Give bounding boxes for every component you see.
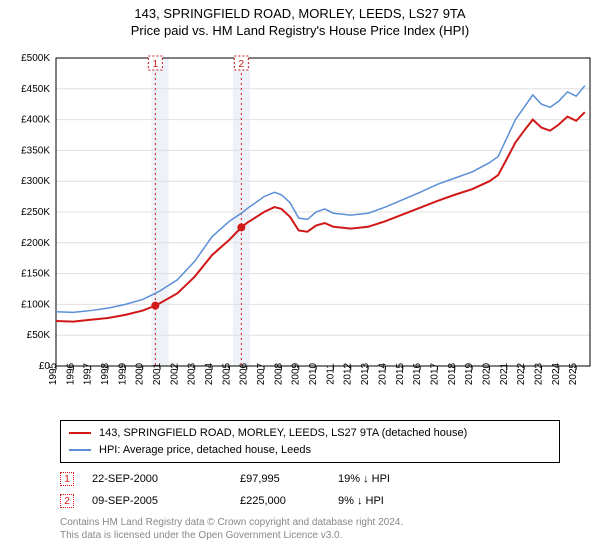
svg-text:£400K: £400K	[21, 115, 50, 126]
transaction-date: 22-SEP-2000	[92, 473, 222, 485]
legend-label: 143, SPRINGFIELD ROAD, MORLEY, LEEDS, LS…	[99, 425, 467, 442]
svg-text:2: 2	[239, 59, 245, 70]
svg-text:£50K: £50K	[27, 330, 51, 341]
attribution-footer: Contains HM Land Registry data © Crown c…	[60, 516, 403, 542]
svg-text:£500K: £500K	[21, 53, 50, 64]
transaction-marker-icon: 2	[60, 494, 74, 508]
svg-text:£250K: £250K	[21, 207, 50, 218]
legend-row: 143, SPRINGFIELD ROAD, MORLEY, LEEDS, LS…	[69, 425, 551, 442]
legend-swatch	[69, 432, 91, 434]
legend-row: HPI: Average price, detached house, Leed…	[69, 442, 551, 459]
legend-swatch	[69, 449, 91, 451]
svg-text:£300K: £300K	[21, 176, 50, 187]
transaction-price: £225,000	[240, 495, 320, 507]
legend-label: HPI: Average price, detached house, Leed…	[99, 442, 311, 459]
transaction-row: 1 22-SEP-2000 £97,995 19% ↓ HPI	[60, 468, 458, 490]
chart-legend: 143, SPRINGFIELD ROAD, MORLEY, LEEDS, LS…	[60, 420, 560, 463]
svg-text:£350K: £350K	[21, 145, 50, 156]
svg-text:£100K: £100K	[21, 299, 50, 310]
transaction-date: 09-SEP-2005	[92, 495, 222, 507]
transaction-price: £97,995	[240, 473, 320, 485]
transaction-row: 2 09-SEP-2005 £225,000 9% ↓ HPI	[60, 490, 458, 512]
title-subtitle: Price paid vs. HM Land Registry's House …	[0, 23, 600, 40]
transaction-marker-icon: 1	[60, 472, 74, 486]
footer-line-2: This data is licensed under the Open Gov…	[60, 529, 403, 542]
transaction-delta: 19% ↓ HPI	[338, 473, 458, 485]
svg-text:1: 1	[153, 59, 159, 70]
price-chart: £0£50K£100K£150K£200K£250K£300K£350K£400…	[0, 48, 600, 410]
transaction-delta: 9% ↓ HPI	[338, 495, 458, 507]
title-address: 143, SPRINGFIELD ROAD, MORLEY, LEEDS, LS…	[0, 6, 600, 23]
svg-text:£150K: £150K	[21, 269, 50, 280]
svg-text:£200K: £200K	[21, 238, 50, 249]
chart-title: 143, SPRINGFIELD ROAD, MORLEY, LEEDS, LS…	[0, 0, 600, 40]
footer-line-1: Contains HM Land Registry data © Crown c…	[60, 516, 403, 529]
svg-text:£450K: £450K	[21, 84, 50, 95]
transaction-table: 1 22-SEP-2000 £97,995 19% ↓ HPI 2 09-SEP-2005…	[60, 468, 458, 512]
